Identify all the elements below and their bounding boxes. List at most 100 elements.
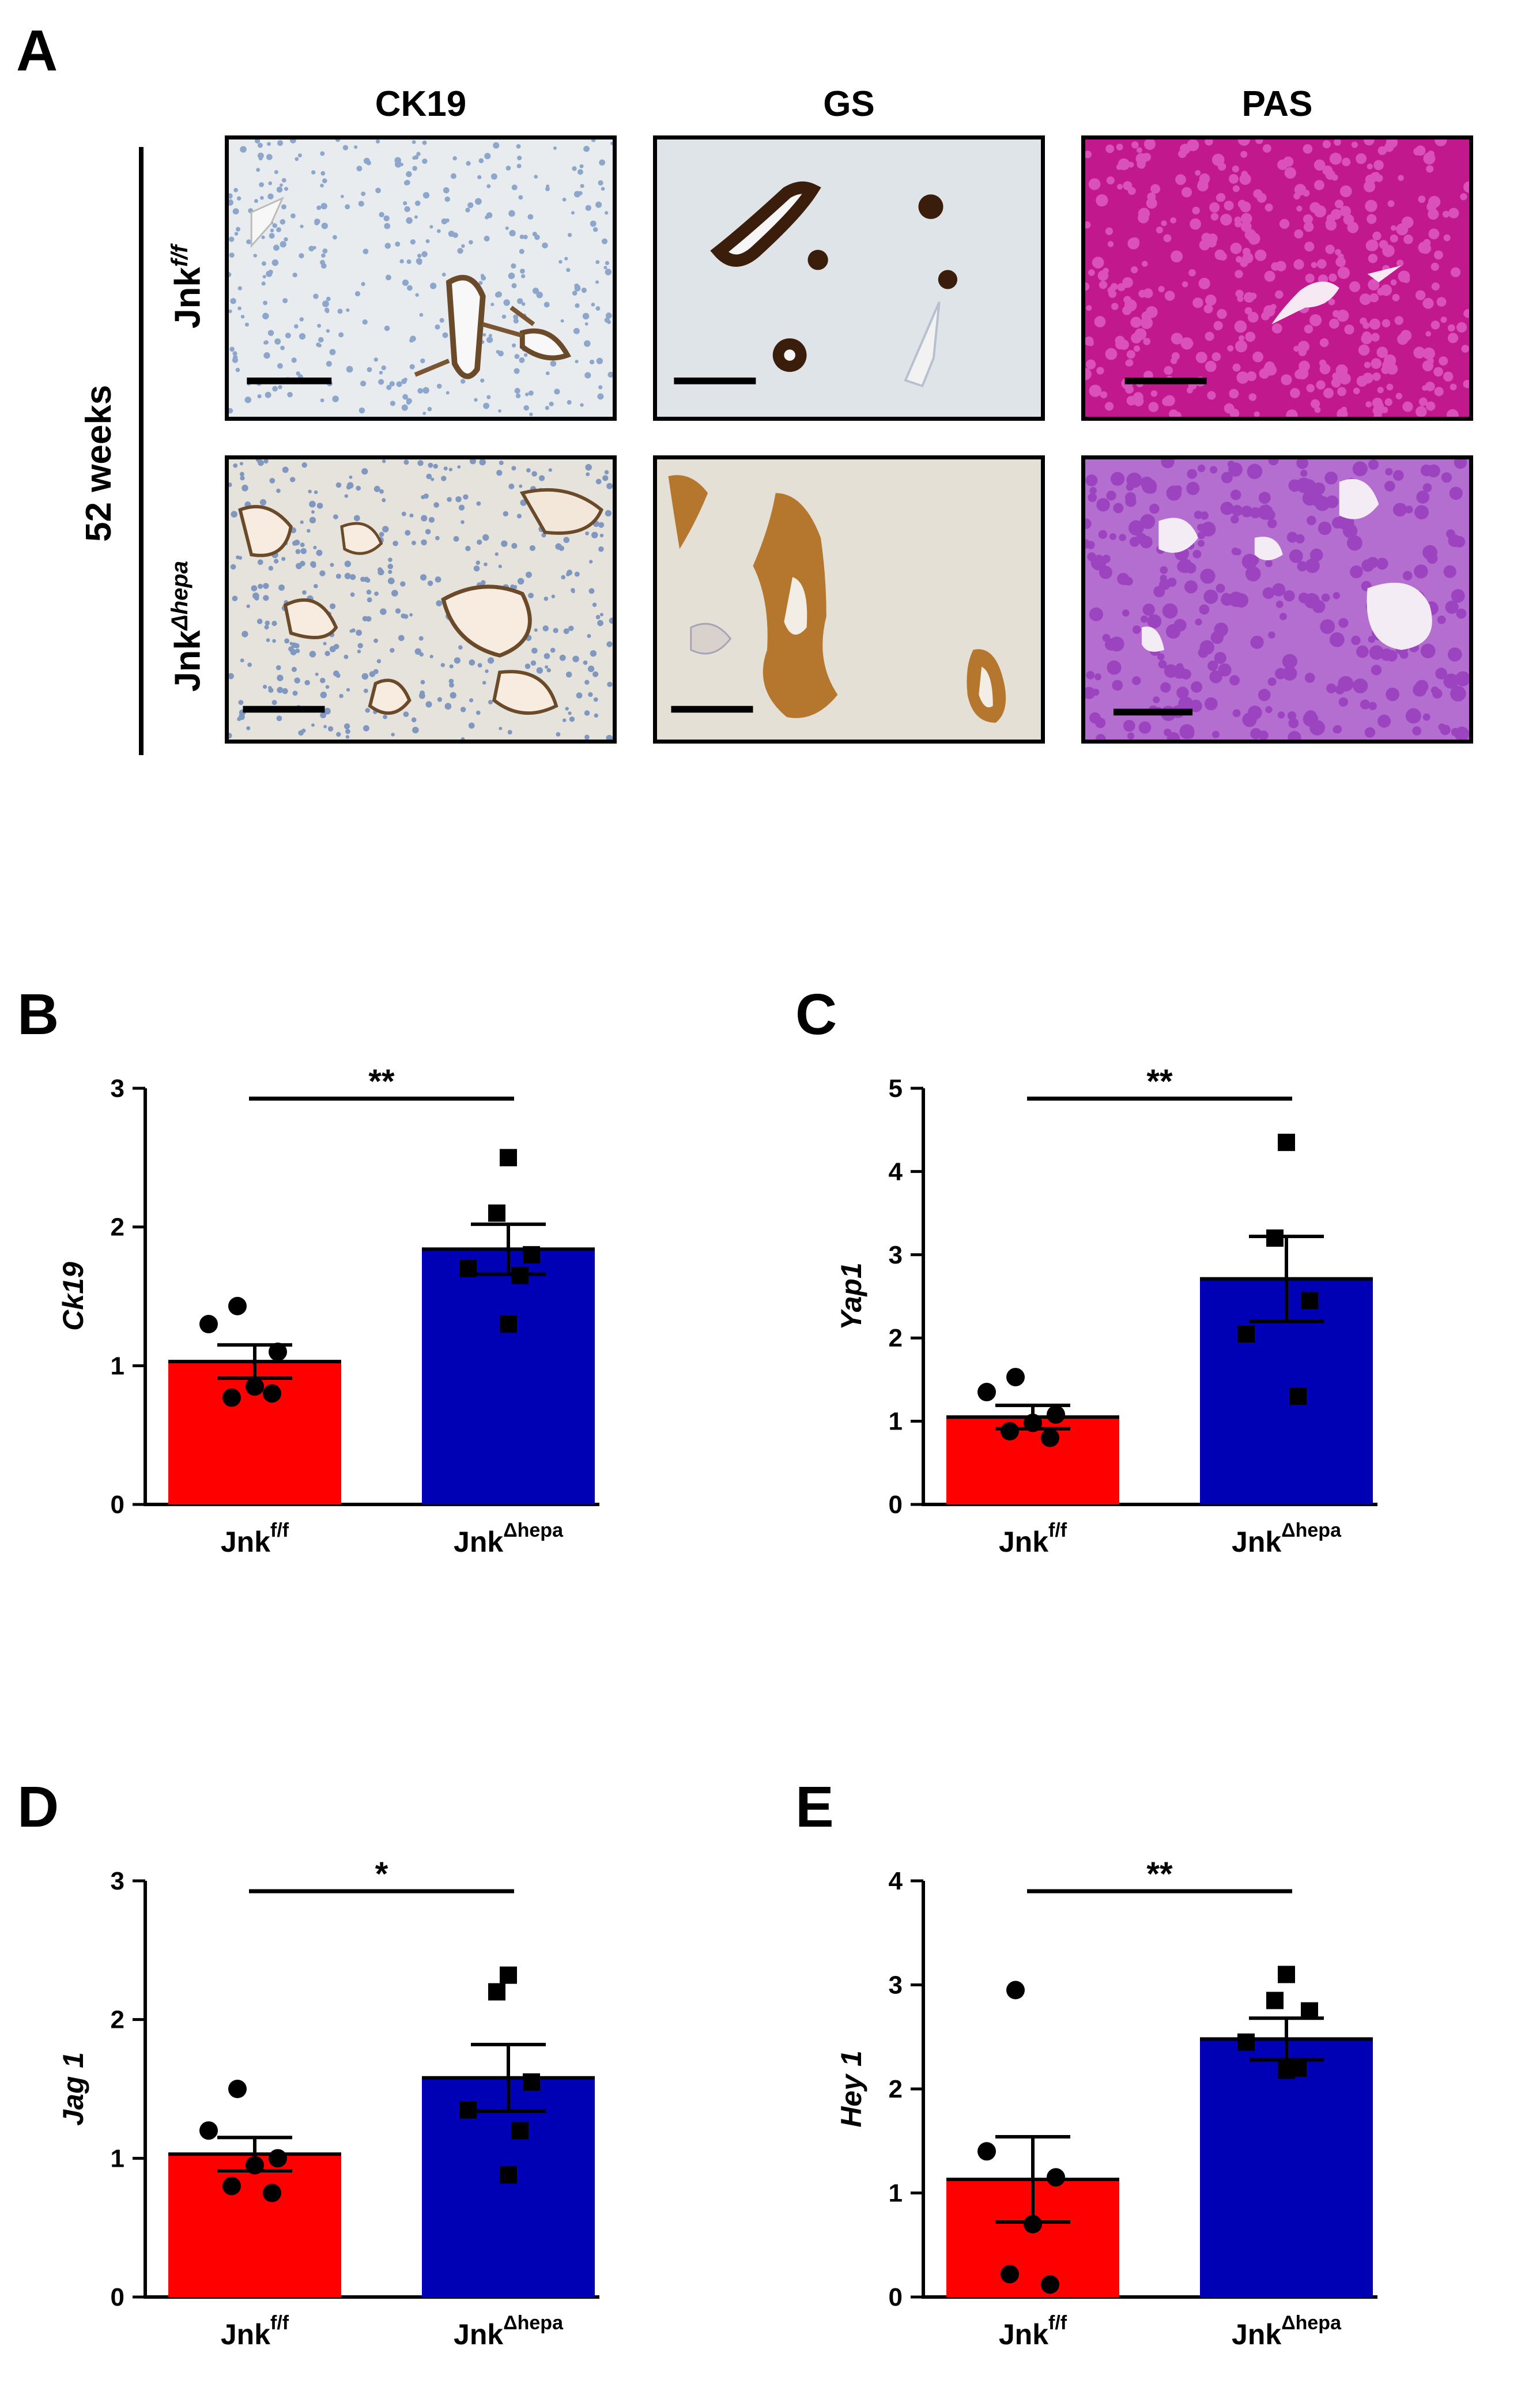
data-point-control [977, 2142, 996, 2161]
y-tick-label: 4 [889, 1867, 903, 1895]
data-point-control [199, 2121, 218, 2140]
y-tick-label: 0 [111, 1491, 124, 1519]
data-point-knockout [1266, 1229, 1284, 1247]
y-tick-label: 3 [111, 1867, 124, 1895]
row-label-jnk-dhepa: JnkΔhepa [167, 561, 209, 692]
data-point-knockout [1278, 1133, 1295, 1151]
panel-letter-b: B [17, 982, 59, 1047]
y-axis-label: Hey 1 [835, 2050, 867, 2127]
chart-d: D 0 1 2 3 Jag 1 * Jnkf/f JnkΔhepa [17, 1778, 697, 2378]
y-tick-label: 1 [111, 1352, 124, 1380]
data-point-control [222, 1388, 241, 1407]
row-label-jnk-dhepa-sup: Δhepa [167, 560, 192, 631]
x-category-label: Jnkf/f [999, 1519, 1067, 1558]
data-point-control [1024, 1413, 1042, 1432]
y-tick-label: 1 [111, 2144, 124, 2173]
y-tick-label: 2 [111, 1213, 124, 1242]
micrograph-ck19-knockout [225, 455, 617, 744]
data-point-control [246, 1377, 264, 1396]
bar-knockout [422, 2077, 595, 2297]
chart-svg: 0 1 2 3 4 Hey 1 ** Jnkf/f JnkΔhepa [835, 1855, 1377, 2351]
y-tick-label: 0 [889, 2283, 903, 2311]
data-point-knockout [511, 1266, 529, 1284]
chart-e: E 0 1 2 3 4 Hey 1 ** Jnkf/f JnkΔhepa [795, 1778, 1475, 2378]
data-point-control [269, 1342, 287, 1361]
significance-stars: ** [1146, 1063, 1173, 1100]
y-tick-label: 0 [889, 1491, 903, 1519]
data-point-knockout [523, 2073, 540, 2091]
data-point-control [246, 2156, 264, 2175]
data-point-control [228, 2080, 247, 2098]
significance-stars: * [375, 1855, 388, 1893]
data-point-control [222, 2177, 241, 2196]
column-header-ck19: CK19 [375, 84, 467, 124]
data-point-knockout [1289, 1387, 1307, 1405]
data-point-control [1001, 1421, 1019, 1440]
data-point-control [977, 1383, 996, 1402]
micrograph-gs-control [653, 135, 1045, 421]
data-point-control [269, 2149, 287, 2168]
x-category-label: JnkΔhepa [454, 2312, 564, 2351]
significance-stars: ** [1146, 1855, 1173, 1893]
data-point-knockout [488, 1204, 505, 1222]
bar-knockout [1200, 2039, 1373, 2297]
row-label-jnk-dhepa-base: Jnk [168, 630, 208, 692]
micrograph-pas-control [1081, 135, 1473, 421]
data-point-control [1041, 1428, 1059, 1447]
chart-c: C 0 1 2 3 4 5 Yap1 ** Jnkf/f JnkΔhepa [795, 986, 1475, 1579]
x-category-label: JnkΔhepa [1232, 2312, 1342, 2351]
y-tick-label: 3 [111, 1074, 124, 1103]
chart-b: B 0 1 2 3 Ck19 ** Jnkf/f JnkΔhepa [17, 986, 697, 1579]
x-category-label: Jnkf/f [221, 1519, 289, 1558]
micrograph-pas-knockout [1081, 455, 1473, 744]
y-tick-label: 1 [889, 2179, 903, 2208]
data-point-knockout [511, 2122, 529, 2140]
data-point-control [199, 1315, 218, 1334]
data-point-control [1024, 2215, 1042, 2234]
y-tick-label: 2 [889, 2075, 903, 2103]
chart-svg: 0 1 2 3 Ck19 ** Jnkf/f JnkΔhepa [57, 1063, 599, 1558]
y-tick-label: 5 [889, 1074, 903, 1103]
data-point-knockout [459, 1259, 477, 1277]
micrograph-gs-knockout [653, 455, 1045, 744]
y-tick-label: 2 [111, 2006, 124, 2034]
group-bracket-line [139, 147, 144, 755]
data-point-knockout [1278, 2061, 1295, 2079]
y-tick-label: 3 [889, 1971, 903, 2000]
column-header-pas: PAS [1241, 84, 1313, 124]
data-point-control [1041, 2275, 1059, 2294]
x-category-label: Jnkf/f [221, 2312, 289, 2351]
data-point-knockout [500, 2166, 517, 2184]
x-category-label: JnkΔhepa [454, 1519, 564, 1558]
data-point-knockout [1237, 1325, 1255, 1342]
data-point-control [228, 1296, 247, 1315]
data-point-knockout [1301, 2002, 1318, 2020]
data-point-control [1001, 2265, 1019, 2284]
bar-knockout [422, 1249, 595, 1504]
y-tick-label: 1 [889, 1408, 903, 1436]
panel-letter-e: E [795, 1775, 834, 1839]
y-tick-label: 0 [111, 2283, 124, 2311]
y-tick-label: 2 [889, 1324, 903, 1352]
data-point-knockout [1237, 2033, 1255, 2051]
data-point-control [263, 2183, 281, 2202]
y-tick-label: 3 [889, 1241, 903, 1269]
y-axis-label: Yap1 [835, 1262, 867, 1330]
data-point-control [1006, 1368, 1025, 1387]
chart-svg: 0 1 2 3 4 5 Yap1 ** Jnkf/f JnkΔhepa [835, 1063, 1377, 1558]
y-axis-label: Ck19 [57, 1262, 89, 1331]
row-label-jnk-ff-base: Jnk [168, 267, 208, 329]
x-category-label: JnkΔhepa [1232, 1519, 1342, 1558]
chart-svg: 0 1 2 3 Jag 1 * Jnkf/f JnkΔhepa [57, 1855, 599, 2351]
data-point-knockout [500, 1149, 517, 1167]
bar-control [168, 2154, 341, 2297]
x-category-label: Jnkf/f [999, 2312, 1067, 2351]
significance-stars: ** [368, 1063, 395, 1100]
data-point-control [1006, 1981, 1025, 2000]
data-point-knockout [523, 1246, 540, 1263]
data-point-control [1047, 1405, 1065, 1424]
data-point-control [263, 1384, 281, 1403]
group-label-52-weeks: 52 weeks [79, 384, 119, 542]
row-label-jnk-ff: Jnkf/f [167, 245, 209, 329]
data-point-control [1047, 2168, 1065, 2187]
